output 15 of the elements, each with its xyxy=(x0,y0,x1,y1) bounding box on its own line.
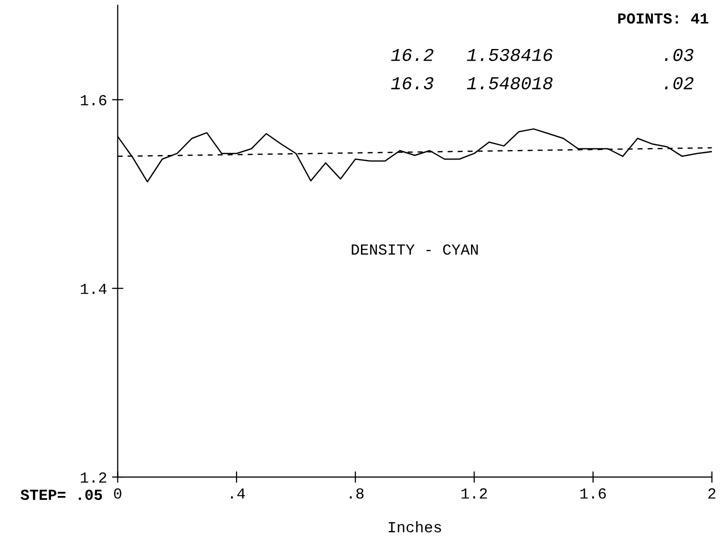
text: STEP= .05 xyxy=(20,490,102,500)
x-tick-label: 0 xyxy=(114,488,122,499)
x-tick-label: .4 xyxy=(231,488,245,499)
annotation: DENSITY - CYAN xyxy=(352,244,478,255)
x-axis-title: Inches xyxy=(388,521,442,532)
x-tick-label: .8 xyxy=(350,488,364,499)
y-tick-label: 1.4 xyxy=(80,284,106,294)
x-tick-label: 2 xyxy=(708,488,716,499)
x-tick-label: 1.2 xyxy=(462,488,487,499)
x-tick-label: 1.6 xyxy=(580,488,606,499)
y-tick-label: 1.2 xyxy=(80,472,106,483)
y-tick-label: 1.6 xyxy=(80,95,106,106)
annotation: 16.3 1.548018 .02 xyxy=(391,77,694,90)
annotation: 16.2 1.538416 .03 xyxy=(391,48,694,62)
annotation: POINTS: 41 xyxy=(618,13,708,24)
